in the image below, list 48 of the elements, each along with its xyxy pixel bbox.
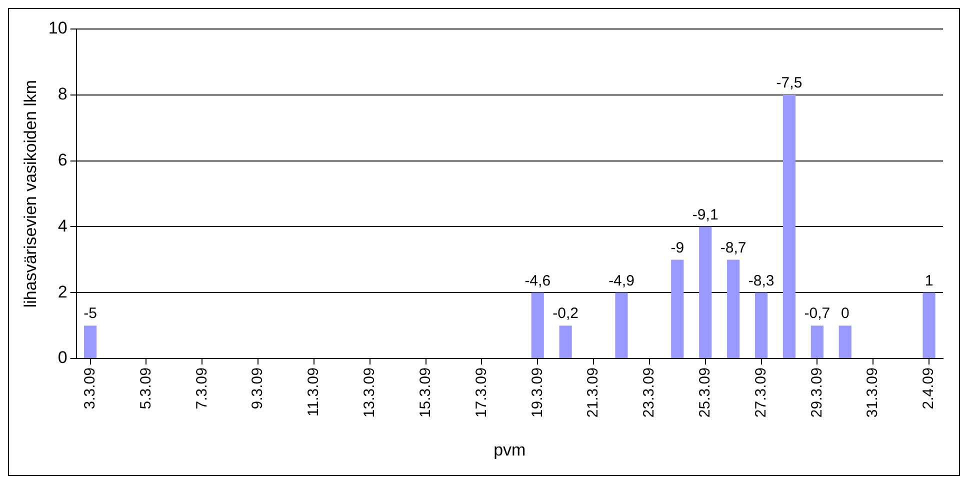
- annotation: -4,9: [608, 272, 634, 290]
- y-tick-label: 4: [58, 216, 68, 236]
- bar: [922, 292, 936, 358]
- annotation: -0,2: [552, 305, 578, 322]
- y-axis-title: lihasvärisevien vasikoiden lkm: [20, 80, 40, 308]
- x-tick-label: 15.3.09: [416, 368, 434, 418]
- bar: [782, 94, 796, 358]
- y-tick-label: 0: [58, 348, 68, 368]
- annotation: -8,7: [720, 239, 746, 256]
- annotation: -5: [84, 305, 97, 322]
- x-axis-title: pvm: [494, 440, 526, 460]
- x-tick-label: 19.3.09: [528, 368, 546, 418]
- bar: [559, 326, 572, 358]
- bar: [699, 226, 712, 358]
- annotation: 1: [924, 272, 934, 290]
- x-tick-label: 21.3.09: [584, 368, 602, 418]
- x-tick-label: 23.3.09: [640, 368, 658, 418]
- annotation: -8,3: [748, 272, 774, 290]
- bar: [531, 292, 544, 358]
- bar: [727, 260, 740, 358]
- annotation: -7,5: [776, 74, 802, 92]
- bar: [754, 292, 768, 358]
- bar: [838, 326, 852, 358]
- x-tick-label: 3.3.09: [81, 368, 98, 410]
- annotation: -4,6: [524, 272, 551, 290]
- y-tick-label: 2: [58, 282, 68, 302]
- x-tick-label: 13.3.09: [361, 368, 378, 418]
- x-tick-label: 17.3.09: [472, 368, 490, 418]
- x-tick-label: 29.3.09: [808, 368, 826, 418]
- bar: [615, 292, 628, 358]
- x-tick-label: 11.3.09: [305, 368, 322, 416]
- annotation: -9: [670, 239, 684, 256]
- x-tick-label: 31.3.09: [864, 368, 882, 418]
- annotation: -9,1: [692, 206, 718, 224]
- x-tick-label: 27.3.09: [752, 368, 770, 418]
- x-tick-label: 7.3.09: [193, 368, 210, 410]
- bar: [84, 326, 97, 358]
- x-tick-label: 9.3.09: [249, 368, 266, 410]
- annotation: -0,7: [804, 305, 830, 322]
- bar: [671, 260, 684, 358]
- x-tick-label: 25.3.09: [696, 368, 714, 418]
- y-tick-label: 6: [58, 150, 68, 170]
- y-tick-label: 8: [58, 84, 68, 104]
- x-tick-label: 5.3.09: [137, 368, 154, 410]
- bar: [810, 326, 824, 358]
- y-tick-label: 10: [48, 18, 68, 38]
- annotation: 0: [840, 305, 850, 322]
- x-tick-label: 2.4.09: [920, 368, 938, 410]
